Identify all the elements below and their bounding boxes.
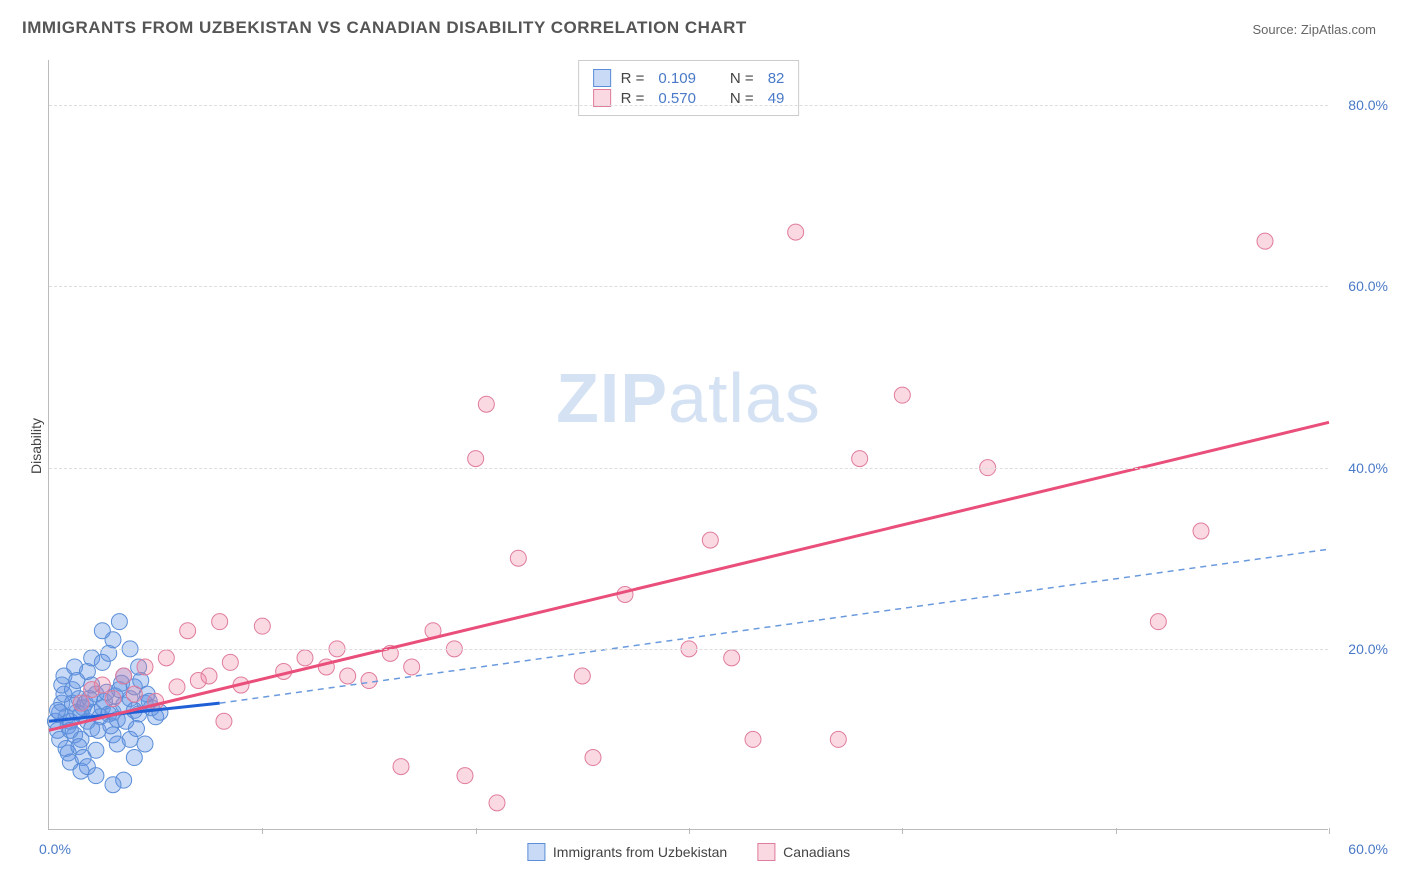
scatter-point [724, 650, 740, 666]
legend-item-uzbekistan: Immigrants from Uzbekistan [527, 843, 727, 861]
legend-swatch-canadians [757, 843, 775, 861]
scatter-point [126, 750, 142, 766]
x-tick [262, 828, 263, 834]
chart-svg [49, 60, 1328, 829]
scatter-point [1257, 233, 1273, 249]
x-tick [1329, 828, 1330, 834]
scatter-point [116, 668, 132, 684]
n-label-2: N = [730, 90, 754, 107]
legend-label-uzbekistan: Immigrants from Uzbekistan [553, 844, 727, 860]
scatter-point [50, 702, 66, 718]
y-tick-label: 60.0% [1348, 278, 1388, 294]
scatter-point [702, 532, 718, 548]
n-label-1: N = [730, 70, 754, 87]
n-value-1: 82 [768, 70, 785, 87]
legend-label-canadians: Canadians [783, 844, 850, 860]
scatter-point [745, 731, 761, 747]
gridline [49, 468, 1328, 469]
y-tick-label: 80.0% [1348, 97, 1388, 113]
scatter-point [1150, 614, 1166, 630]
chart-title: IMMIGRANTS FROM UZBEKISTAN VS CANADIAN D… [22, 18, 747, 38]
scatter-point [340, 668, 356, 684]
n-value-2: 49 [768, 90, 785, 107]
x-tick [689, 828, 690, 834]
gridline [49, 649, 1328, 650]
r-value-2: 0.570 [658, 90, 696, 107]
x-tick-label-max: 60.0% [1348, 841, 1388, 857]
scatter-point [297, 650, 313, 666]
scatter-point [88, 742, 104, 758]
scatter-point [216, 713, 232, 729]
legend-row-series-1: R = 0.109 N = 82 [593, 69, 785, 87]
r-value-1: 0.109 [658, 70, 696, 87]
scatter-point [361, 673, 377, 689]
scatter-point [111, 614, 127, 630]
scatter-point [457, 768, 473, 784]
scatter-point [137, 736, 153, 752]
scatter-point [212, 614, 228, 630]
scatter-point [404, 659, 420, 675]
series-legend: Immigrants from Uzbekistan Canadians [527, 843, 850, 861]
y-tick-label: 40.0% [1348, 460, 1388, 476]
scatter-point [788, 224, 804, 240]
correlation-legend: R = 0.109 N = 82 R = 0.570 N = 49 [578, 60, 800, 116]
scatter-point [169, 679, 185, 695]
scatter-point [489, 795, 505, 811]
plot-area: ZIPatlas R = 0.109 N = 82 R = 0.570 N = … [48, 60, 1328, 830]
scatter-point [201, 668, 217, 684]
scatter-point [73, 695, 89, 711]
scatter-point [510, 550, 526, 566]
scatter-point [574, 668, 590, 684]
gridline [49, 286, 1328, 287]
scatter-point [105, 691, 121, 707]
scatter-point [94, 677, 110, 693]
scatter-point [478, 396, 494, 412]
y-tick-label: 20.0% [1348, 641, 1388, 657]
r-label-1: R = [621, 70, 645, 87]
x-tick [902, 828, 903, 834]
scatter-point [222, 654, 238, 670]
scatter-point [105, 777, 121, 793]
legend-swatch-uzbekistan [527, 843, 545, 861]
gridline [49, 105, 1328, 106]
scatter-point [852, 451, 868, 467]
scatter-point [393, 759, 409, 775]
scatter-point [468, 451, 484, 467]
scatter-point [158, 650, 174, 666]
x-tick-label-min: 0.0% [39, 841, 71, 857]
r-label-2: R = [621, 90, 645, 107]
scatter-point [180, 623, 196, 639]
x-tick [476, 828, 477, 834]
scatter-point [94, 623, 110, 639]
scatter-point [128, 721, 144, 737]
scatter-point [137, 659, 153, 675]
y-axis-label: Disability [28, 418, 44, 474]
scatter-point [894, 387, 910, 403]
scatter-point [585, 750, 601, 766]
source-attribution: Source: ZipAtlas.com [1252, 22, 1376, 37]
x-tick [1116, 828, 1117, 834]
scatter-point [88, 768, 104, 784]
legend-item-canadians: Canadians [757, 843, 850, 861]
scatter-point [254, 618, 270, 634]
legend-swatch-1 [593, 69, 611, 87]
scatter-point [126, 686, 142, 702]
scatter-point [830, 731, 846, 747]
scatter-point [1193, 523, 1209, 539]
